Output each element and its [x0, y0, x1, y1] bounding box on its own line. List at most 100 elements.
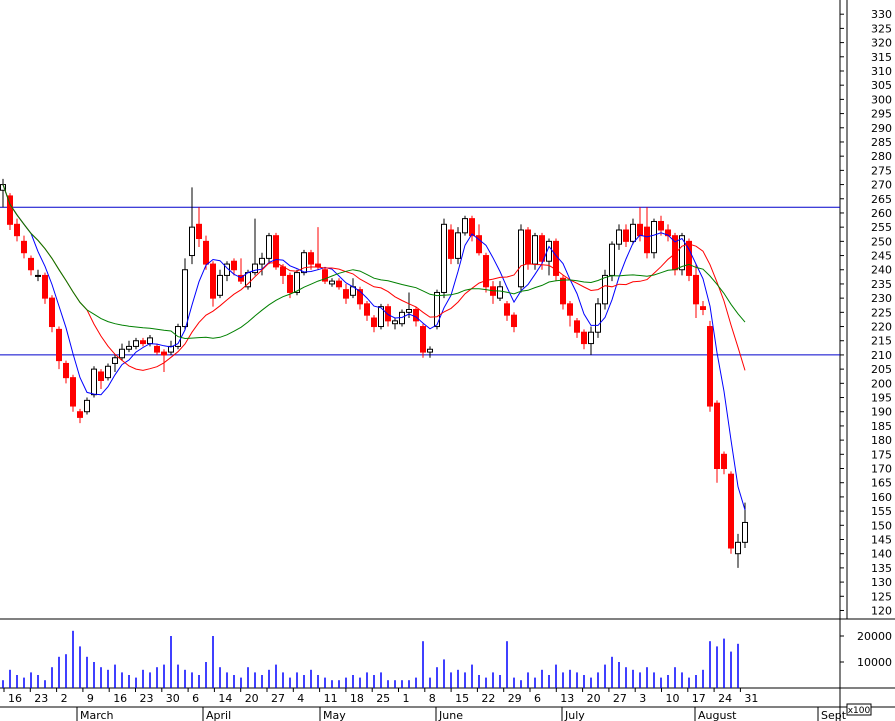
- candle-body: [637, 223, 643, 237]
- candle-body: [77, 411, 83, 418]
- candle-body: [602, 274, 608, 305]
- candle-body: [147, 337, 153, 345]
- price-tick-label: 175: [871, 448, 892, 461]
- candle-body: [0, 184, 6, 191]
- candle-body: [189, 226, 195, 257]
- date-tick-label: 6: [534, 692, 541, 705]
- date-tick-label: 3: [639, 692, 646, 705]
- price-tick-label: 165: [871, 477, 892, 490]
- price-tick-label: 250: [871, 235, 892, 248]
- price-tick-label: 150: [871, 519, 892, 532]
- candle-body: [112, 357, 118, 364]
- candle-body: [378, 306, 384, 328]
- candle-body: [728, 473, 734, 549]
- candle-body: [658, 220, 664, 231]
- candle-body: [21, 240, 27, 254]
- price-tick-label: 225: [871, 306, 892, 319]
- candle-body: [119, 348, 125, 359]
- candle-body: [154, 345, 160, 353]
- candle-body: [574, 320, 580, 333]
- candle-body: [616, 229, 622, 245]
- candle-body: [182, 269, 188, 328]
- price-tick-label: 290: [871, 122, 892, 135]
- candle-body: [217, 274, 223, 296]
- candle-body: [287, 274, 293, 293]
- month-label: Sept: [821, 709, 847, 721]
- candle-body: [735, 541, 741, 555]
- volume-unit-box: [846, 703, 872, 716]
- candle-body: [273, 235, 279, 268]
- date-tick-label: 27: [271, 692, 285, 705]
- price-tick-label: 215: [871, 335, 892, 348]
- candle-body: [581, 331, 587, 345]
- candle-body: [455, 232, 461, 259]
- candle-body: [714, 402, 720, 470]
- candle-body: [70, 377, 76, 407]
- volume-tick-label: 20000: [857, 630, 892, 643]
- candle-body: [434, 291, 440, 328]
- price-tick-label: 160: [871, 491, 892, 504]
- price-tick-label: 300: [871, 93, 892, 106]
- date-tick-label: 31: [744, 692, 758, 705]
- candle-body: [49, 297, 55, 328]
- candle-body: [385, 306, 391, 322]
- candle-body: [693, 274, 699, 305]
- date-tick-label: 20: [587, 692, 601, 705]
- candle-body: [28, 257, 34, 271]
- price-tick-label: 170: [871, 463, 892, 476]
- date-axis: 16 23 2 9 16 23 30 6 14 20 27 4 11 18 25 1 8 15 22 29 6 13 20 2…: [3, 688, 847, 721]
- price-tick-label: 235: [871, 278, 892, 291]
- date-tick-label: 13: [560, 692, 574, 705]
- ma-long-line: [2, 184, 746, 340]
- candle-body: [413, 309, 419, 322]
- candle-body: [525, 229, 531, 265]
- price-tick-label: 155: [871, 505, 892, 518]
- candle-body: [252, 263, 258, 274]
- price-tick-label: 260: [871, 207, 892, 220]
- candle-body: [679, 235, 685, 271]
- candle-body: [140, 340, 146, 345]
- date-tick-label: 24: [718, 692, 732, 705]
- date-tick-label: 25: [376, 692, 390, 705]
- candle-body: [406, 309, 412, 313]
- date-tick-label: 8: [429, 692, 436, 705]
- date-tick-label: 9: [87, 692, 94, 705]
- candle-body: [420, 326, 426, 353]
- candle-body: [532, 235, 538, 265]
- candle-body: [203, 240, 209, 265]
- candle-body: [427, 348, 433, 353]
- candle-body: [161, 351, 167, 356]
- price-tick-label: 125: [871, 590, 892, 603]
- date-tick-label: 30: [166, 692, 180, 705]
- candle-body: [196, 223, 202, 240]
- month-label: July: [564, 709, 585, 721]
- price-tick-label: 270: [871, 179, 892, 192]
- month-label: August: [698, 709, 737, 721]
- date-tick-label: 1: [403, 692, 410, 705]
- price-tick-label: 240: [871, 264, 892, 277]
- price-tick-label: 210: [871, 349, 892, 362]
- price-tick-label: 130: [871, 576, 892, 589]
- candle-body: [441, 223, 447, 293]
- candle-body: [700, 306, 706, 311]
- price-tick-label: 190: [871, 406, 892, 419]
- candle-body: [595, 303, 601, 333]
- candle-body: [609, 243, 615, 276]
- month-label: March: [80, 709, 114, 721]
- month-label: May: [323, 709, 346, 721]
- price-tick-label: 255: [871, 221, 892, 234]
- date-tick-label: 18: [350, 692, 364, 705]
- candle-body: [14, 223, 20, 237]
- price-tick-label: 295: [871, 108, 892, 121]
- date-tick-label: 23: [140, 692, 154, 705]
- candle-body: [483, 255, 489, 288]
- candle-body: [231, 260, 237, 271]
- price-tick-label: 135: [871, 562, 892, 575]
- candle-body: [91, 368, 97, 396]
- candle-body: [105, 365, 111, 379]
- date-tick-label: 17: [692, 692, 706, 705]
- date-tick-label: 20: [245, 692, 259, 705]
- date-tick-label: 4: [297, 692, 304, 705]
